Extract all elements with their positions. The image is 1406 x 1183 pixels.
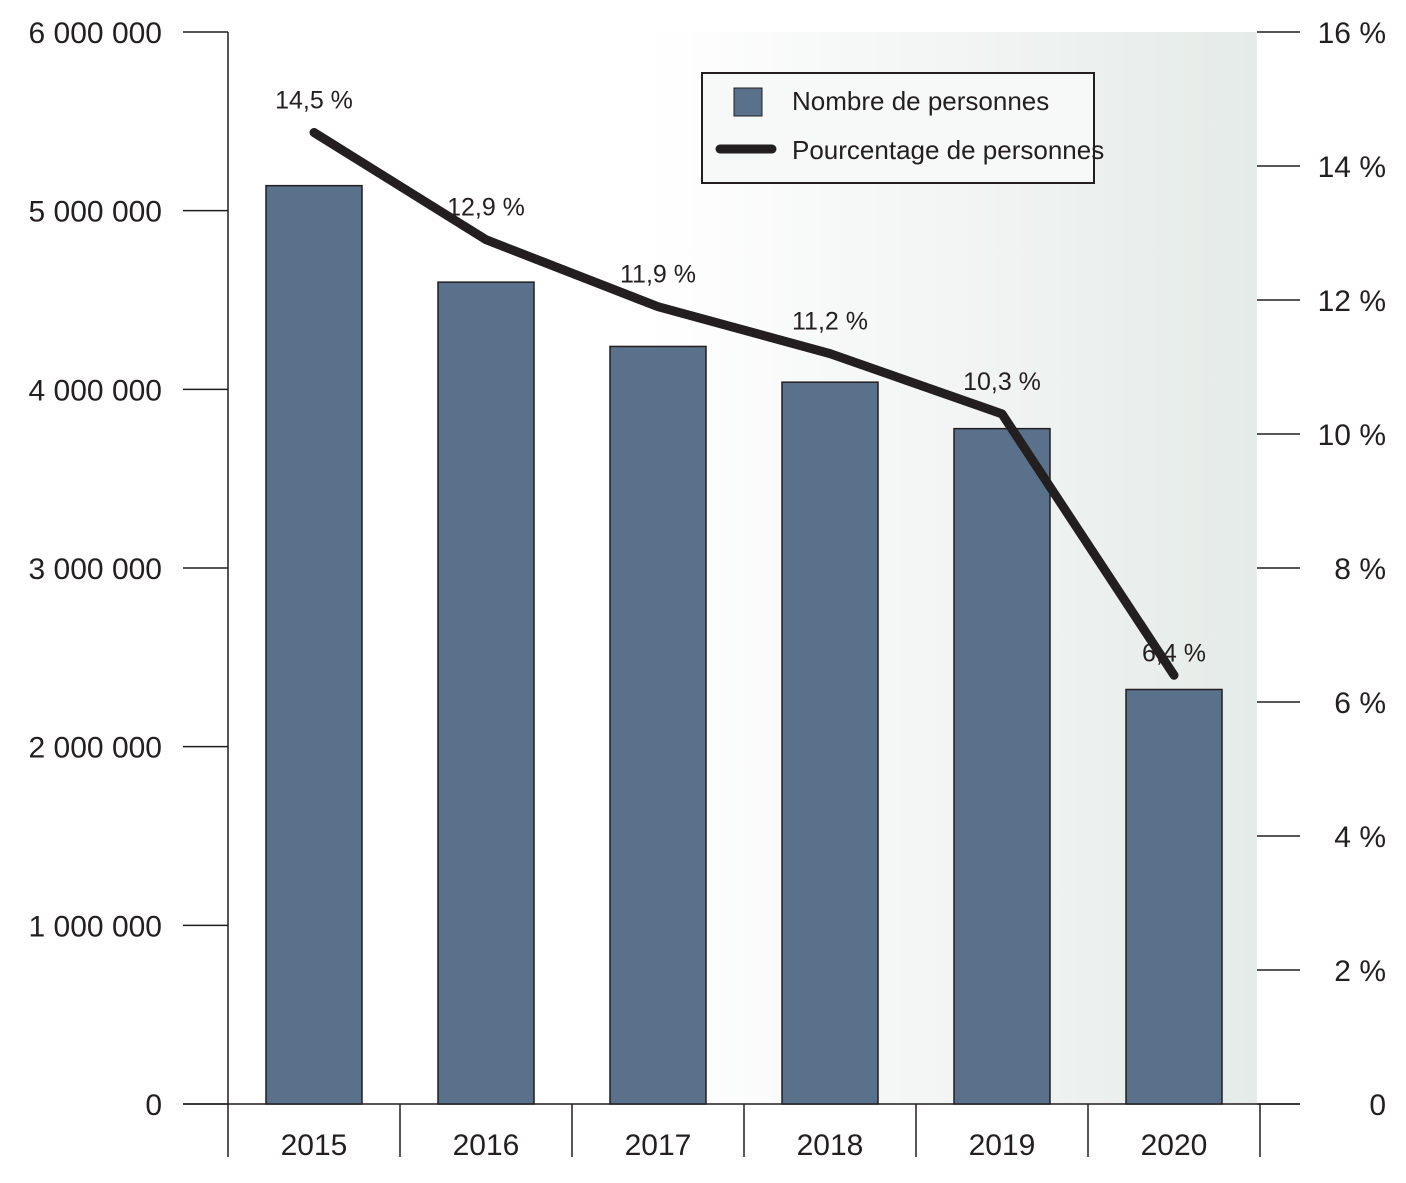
legend-label-line: Pourcentage de personnes xyxy=(792,135,1104,165)
legend-bar-swatch xyxy=(733,87,763,117)
line-data-label: 12,9 % xyxy=(447,194,525,222)
legend-label-bars: Nombre de personnes xyxy=(792,86,1049,116)
x-tick-label: 2016 xyxy=(453,1129,520,1162)
line-data-label: 6,4 % xyxy=(1142,639,1206,667)
bar-2016 xyxy=(437,281,535,1105)
x-tick-label: 2020 xyxy=(1141,1129,1208,1162)
right-tick-label: 0 xyxy=(1369,1089,1386,1122)
left-tick-label: 5 000 000 xyxy=(29,196,162,229)
bar-2018 xyxy=(781,381,879,1105)
left-tick-label: 0 xyxy=(145,1089,162,1122)
bar-2017 xyxy=(609,345,707,1105)
right-tick-label: 16 % xyxy=(1318,17,1386,50)
right-tick-label: 14 % xyxy=(1318,151,1386,184)
right-tick-label: 10 % xyxy=(1318,419,1386,452)
line-data-label: 10,3 % xyxy=(963,368,1041,396)
bar-2015 xyxy=(265,184,363,1105)
left-tick-label: 3 000 000 xyxy=(29,553,162,586)
right-tick-label: 8 % xyxy=(1334,553,1386,586)
line-data-label: 14,5 % xyxy=(275,87,353,115)
x-tick-label: 2018 xyxy=(797,1129,864,1162)
bar-2020 xyxy=(1125,688,1223,1105)
left-tick-label: 1 000 000 xyxy=(29,910,162,943)
line-data-label: 11,9 % xyxy=(620,261,696,289)
left-tick-label: 6 000 000 xyxy=(29,17,162,50)
legend: Nombre de personnes Pourcentage de perso… xyxy=(701,72,1104,184)
left-tick-label: 2 000 000 xyxy=(29,732,162,765)
x-tick-label: 2015 xyxy=(281,1129,348,1162)
legend-box xyxy=(701,72,1095,184)
bar-2019 xyxy=(953,427,1051,1105)
plot-background xyxy=(228,32,1257,1104)
line-data-label: 11,2 % xyxy=(792,308,868,336)
right-tick-label: 6 % xyxy=(1334,687,1386,720)
left-tick-label: 4 000 000 xyxy=(29,374,162,407)
percentage-line xyxy=(309,128,1179,680)
x-tick-label: 2019 xyxy=(969,1129,1036,1162)
right-tick-label: 12 % xyxy=(1318,285,1386,318)
right-tick-label: 4 % xyxy=(1334,821,1386,854)
right-tick-label: 2 % xyxy=(1334,955,1386,988)
x-tick-label: 2017 xyxy=(625,1129,692,1162)
